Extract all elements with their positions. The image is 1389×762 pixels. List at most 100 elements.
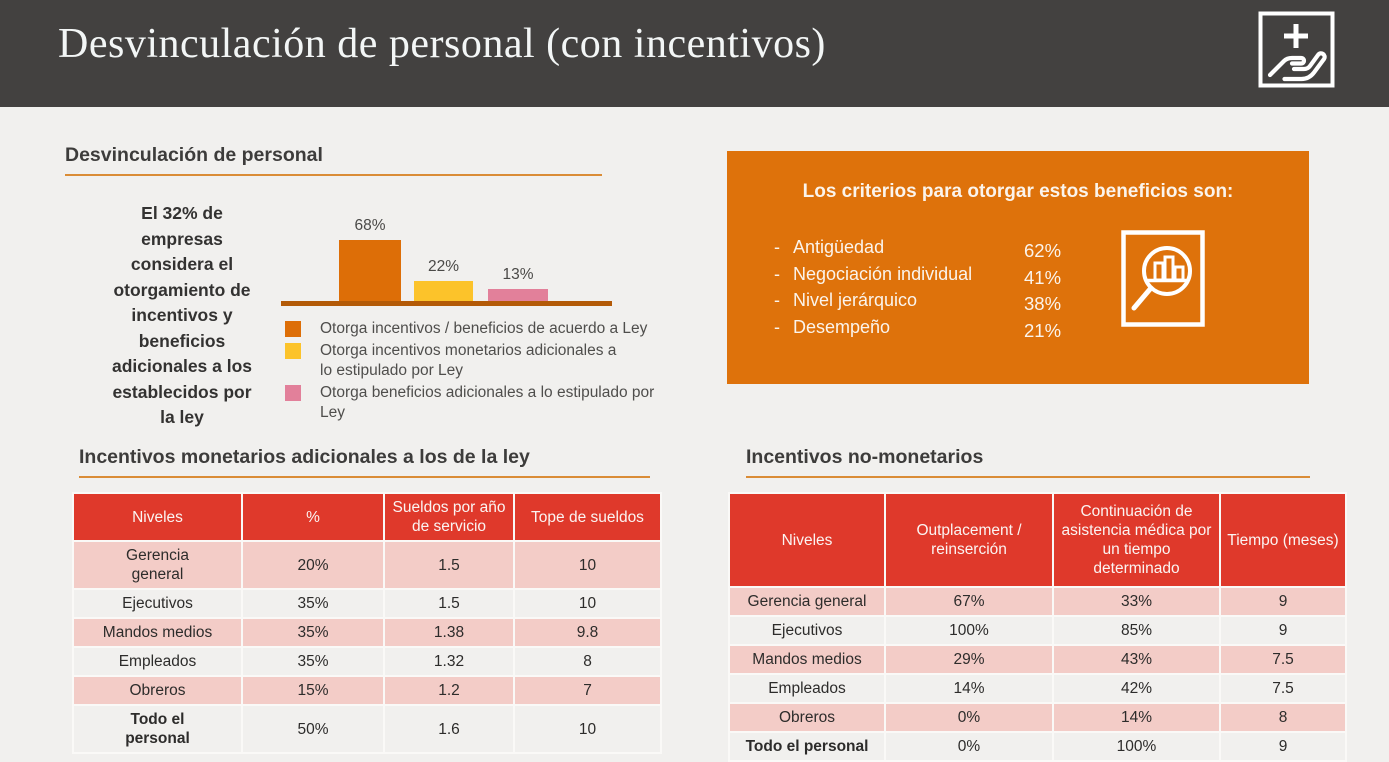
monetary-incentives-table: Niveles % Sueldos por año de servicio To… xyxy=(72,492,662,754)
table-row: Gerencia general 20% 1.5 10 xyxy=(72,540,662,590)
legend-label: Otorga incentivos monetarios adicionales… xyxy=(320,342,617,379)
cell: 29% xyxy=(884,644,1054,675)
slide-title: Desvinculación de personal (con incentiv… xyxy=(58,21,826,67)
table-row: Obreros 15% 1.2 7 xyxy=(72,675,662,706)
criteria-list: Antigüedad Negociación individual Nivel … xyxy=(774,234,1024,344)
overview-statement: El 32% de empresas considera el otorgami… xyxy=(111,203,253,427)
criteria-value: 21% xyxy=(1024,319,1062,341)
cell: 43% xyxy=(1052,644,1221,675)
cell: Todo el personal xyxy=(72,704,243,754)
legend-label: Otorga beneficios adicionales a lo estip… xyxy=(320,384,655,421)
legend-label: Otorga incentivos / beneficios de acuerd… xyxy=(320,320,648,337)
cell: Gerencia general xyxy=(72,540,243,590)
cell: 8 xyxy=(1219,702,1347,733)
cell: 1.32 xyxy=(383,646,515,677)
legend-item: Otorga beneficios adicionales a lo estip… xyxy=(285,383,685,423)
cell: 10 xyxy=(513,588,662,619)
cell: Empleados xyxy=(728,673,886,704)
legend-swatch-pink xyxy=(285,385,301,401)
column-header: Niveles xyxy=(728,492,886,588)
cell: 10 xyxy=(513,704,662,754)
table-row: Gerencia general 67% 33% 9 xyxy=(728,586,1347,617)
table-row-total: Todo el personal 50% 1.6 10 xyxy=(72,704,662,754)
cell: Obreros xyxy=(728,702,886,733)
criteria-box: Los criterios para otorgar estos benefic… xyxy=(727,151,1309,384)
slide-header-bar: Desvinculación de personal (con incentiv… xyxy=(0,0,1389,107)
cell: 1.5 xyxy=(383,588,515,619)
cell: 100% xyxy=(1052,731,1221,762)
cell: 9 xyxy=(1219,586,1347,617)
cell: 0% xyxy=(884,702,1054,733)
cell: 7.5 xyxy=(1219,673,1347,704)
criteria-item: Antigüedad xyxy=(774,234,1024,261)
cell: 1.2 xyxy=(383,675,515,706)
nonmonetary-incentives-table: Niveles Outplacement / reinserción Conti… xyxy=(728,492,1347,762)
cell: 20% xyxy=(241,540,385,590)
cell: 9 xyxy=(1219,615,1347,646)
criteria-item: Nivel jerárquico xyxy=(774,287,1024,314)
incentives-bar-chart: 68% 22% 13% xyxy=(281,212,612,306)
legend-item: Otorga incentivos monetarios adicionales… xyxy=(285,341,685,381)
monetary-section-heading: Incentivos monetarios adicionales a los … xyxy=(79,446,650,478)
cell: 9.8 xyxy=(513,617,662,648)
nonmonetary-section-heading: Incentivos no-monetarios xyxy=(746,446,1310,478)
cell: 9 xyxy=(1219,731,1347,762)
cell: 35% xyxy=(241,617,385,648)
chart-baseline xyxy=(281,301,612,306)
bar-beneficios-adicionales xyxy=(488,289,548,301)
bar-otorga-ley xyxy=(339,240,401,301)
cell: Todo el personal xyxy=(728,731,886,762)
bar-group-monetarios: 22% xyxy=(414,258,473,301)
cell: 67% xyxy=(884,586,1054,617)
criteria-value: 38% xyxy=(1024,293,1062,314)
criteria-value: 41% xyxy=(1024,266,1062,288)
criteria-item: Negociación individual xyxy=(774,261,1024,288)
magnifier-bar-chart-icon xyxy=(1121,230,1205,344)
criteria-box-title: Los criterios para otorgar estos benefic… xyxy=(802,181,1234,202)
cell: Obreros xyxy=(72,675,243,706)
table-row: Empleados 35% 1.32 8 xyxy=(72,646,662,677)
cell: 100% xyxy=(884,615,1054,646)
legend-swatch-yellow xyxy=(285,343,301,359)
cell: 35% xyxy=(241,646,385,677)
bar-value-label: 68% xyxy=(354,217,386,234)
cell: 50% xyxy=(241,704,385,754)
table-row: Ejecutivos 100% 85% 9 xyxy=(728,615,1347,646)
column-header: Tope de sueldos xyxy=(513,492,662,542)
hand-plus-icon xyxy=(1258,11,1335,88)
cell: 35% xyxy=(241,588,385,619)
column-header: % xyxy=(241,492,385,542)
bar-monetarios-adicionales xyxy=(414,281,473,301)
column-header: Continuación de asistencia médica por un… xyxy=(1052,492,1221,588)
cell: 7 xyxy=(513,675,662,706)
table-row: Empleados 14% 42% 7.5 xyxy=(728,673,1347,704)
cell: Ejecutivos xyxy=(72,588,243,619)
cell: Mandos medios xyxy=(72,617,243,648)
cell: 14% xyxy=(884,673,1054,704)
criteria-values: 62% 41% 38% 21% xyxy=(1024,238,1061,344)
table-row-total: Todo el personal 0% 100% 9 xyxy=(728,731,1347,762)
cell: 15% xyxy=(241,675,385,706)
cell: 7.5 xyxy=(1219,644,1347,675)
cell: Ejecutivos xyxy=(728,615,886,646)
bar-group-beneficios: 13% xyxy=(488,266,548,301)
cell: 33% xyxy=(1052,586,1221,617)
table-row: Obreros 0% 14% 8 xyxy=(728,702,1347,733)
criteria-value: 62% xyxy=(1024,240,1062,261)
table-row: Mandos medios 35% 1.38 9.8 xyxy=(72,617,662,648)
cell: Empleados xyxy=(72,646,243,677)
criteria-item: Desempeño xyxy=(774,314,1024,341)
legend-item: Otorga incentivos / beneficios de acuerd… xyxy=(285,319,685,339)
legend-swatch-orange xyxy=(285,321,301,337)
cell: 42% xyxy=(1052,673,1221,704)
cell: 8 xyxy=(513,646,662,677)
table-row: Ejecutivos 35% 1.5 10 xyxy=(72,588,662,619)
cell: 85% xyxy=(1052,615,1221,646)
column-header: Tiempo (meses) xyxy=(1219,492,1347,588)
cell: 14% xyxy=(1052,702,1221,733)
cell: 0% xyxy=(884,731,1054,762)
cell: 1.6 xyxy=(383,704,515,754)
chart-legend: Otorga incentivos / beneficios de acuerd… xyxy=(285,319,685,423)
cell: Mandos medios xyxy=(728,644,886,675)
bar-value-label: 22% xyxy=(427,258,460,275)
